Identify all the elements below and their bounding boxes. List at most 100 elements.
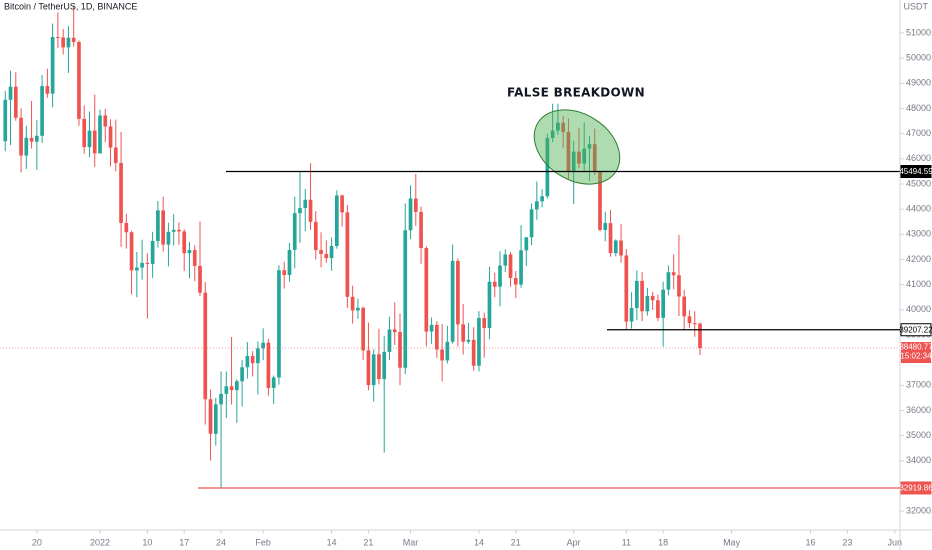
candle-body — [313, 221, 318, 251]
candle-body — [561, 122, 565, 132]
candle-body — [471, 339, 476, 366]
candle-body — [545, 137, 550, 197]
candle-body — [603, 223, 608, 231]
last-price-box — [901, 342, 931, 364]
candle-body — [166, 231, 171, 245]
candle-body — [303, 199, 308, 209]
y-tick-label: 40000.00 — [906, 304, 932, 314]
candle-body — [377, 354, 381, 380]
currency-label: USDT — [904, 1, 929, 11]
candle-body — [113, 147, 118, 164]
candle-body — [208, 399, 213, 434]
candle-body — [261, 342, 265, 349]
candle-body — [435, 324, 439, 350]
y-tick-label: 46000.00 — [906, 153, 932, 163]
candle-body — [592, 144, 597, 172]
candle-body — [92, 130, 97, 154]
x-tick-label: Mar — [403, 537, 419, 547]
candle-body — [66, 37, 71, 48]
candle-body — [482, 318, 487, 328]
candle-body — [135, 267, 139, 271]
candle-body — [540, 196, 544, 202]
level-label-box — [900, 165, 932, 179]
candle-body — [466, 339, 471, 342]
x-tick-label: 10 — [142, 537, 152, 547]
candle-body — [382, 351, 387, 380]
candle-body — [224, 386, 229, 394]
candle-body — [440, 349, 444, 361]
chart-title: Bitcoin / TetherUS, 1D, BINANCE — [4, 1, 137, 11]
candle-body — [550, 130, 555, 138]
candle-body — [61, 37, 65, 48]
y-tick-label: 43000.00 — [906, 229, 932, 239]
y-tick-label: 36000.00 — [906, 405, 932, 415]
candle-body — [98, 115, 102, 154]
candle-body — [56, 37, 60, 39]
candle-body — [619, 240, 623, 256]
candle-body — [119, 163, 123, 223]
x-tick-label: 11 — [622, 537, 631, 547]
plot-area — [3, 5, 702, 489]
candle-body — [250, 355, 255, 364]
candle-body — [650, 295, 655, 301]
candle-body — [350, 296, 355, 311]
x-tick-label: 21 — [511, 537, 521, 547]
x-tick-label: 21 — [363, 537, 373, 547]
candle-body — [103, 115, 108, 127]
x-tick-label: Feb — [255, 537, 271, 547]
candle-body — [682, 296, 687, 317]
candle-body — [524, 237, 529, 251]
candle-body — [529, 209, 534, 238]
candle-body — [398, 332, 402, 368]
y-tick-label: 37000.00 — [906, 380, 932, 390]
candle-body — [477, 318, 481, 366]
candle-body — [319, 250, 323, 255]
candle-body — [371, 354, 376, 386]
candle-body — [671, 272, 676, 276]
y-tick-label: 34000.00 — [906, 455, 932, 465]
level-label: 39207.22 — [899, 325, 932, 334]
candle-body — [156, 210, 160, 241]
candle-body — [245, 355, 250, 368]
candle-body — [171, 229, 176, 232]
candle-body — [277, 270, 281, 378]
candle-body — [450, 260, 455, 342]
candle-body — [608, 223, 613, 254]
last-price-label: 38480.77 — [899, 343, 932, 352]
candle-body — [124, 222, 129, 233]
candle-body — [192, 250, 197, 266]
candle-body — [635, 280, 639, 308]
candle-body — [535, 201, 539, 210]
candle-body — [203, 292, 208, 400]
candle-body — [219, 393, 223, 405]
y-tick-label: 45000.00 — [906, 178, 932, 188]
y-tick-label: 50000.00 — [906, 53, 932, 63]
candle-body — [24, 137, 29, 156]
candle-body — [87, 130, 92, 148]
candle-body — [108, 126, 113, 148]
candle-body — [624, 255, 629, 322]
y-tick-label: 48000.00 — [906, 103, 932, 113]
candle-body — [613, 240, 618, 254]
candle-body — [392, 329, 397, 333]
candle-body — [429, 324, 434, 332]
candle-body — [356, 307, 360, 311]
candle-body — [45, 86, 50, 94]
candle-body — [308, 199, 313, 222]
candle-body — [292, 213, 297, 250]
candle-body — [271, 377, 276, 388]
level-label: 45494.59 — [899, 167, 932, 176]
candle-body — [19, 117, 23, 156]
candle-body — [445, 341, 450, 361]
candle-body — [282, 270, 287, 276]
candle-body — [661, 289, 665, 318]
y-tick-label: 41000.00 — [906, 279, 932, 289]
y-tick-label: 42000.00 — [906, 254, 932, 264]
candle-body — [50, 37, 55, 94]
candle-body — [519, 250, 523, 285]
candle-body — [145, 262, 150, 264]
y-tick-label: 49000.00 — [906, 78, 932, 88]
candle-body — [229, 386, 234, 391]
candle-body — [287, 249, 292, 276]
